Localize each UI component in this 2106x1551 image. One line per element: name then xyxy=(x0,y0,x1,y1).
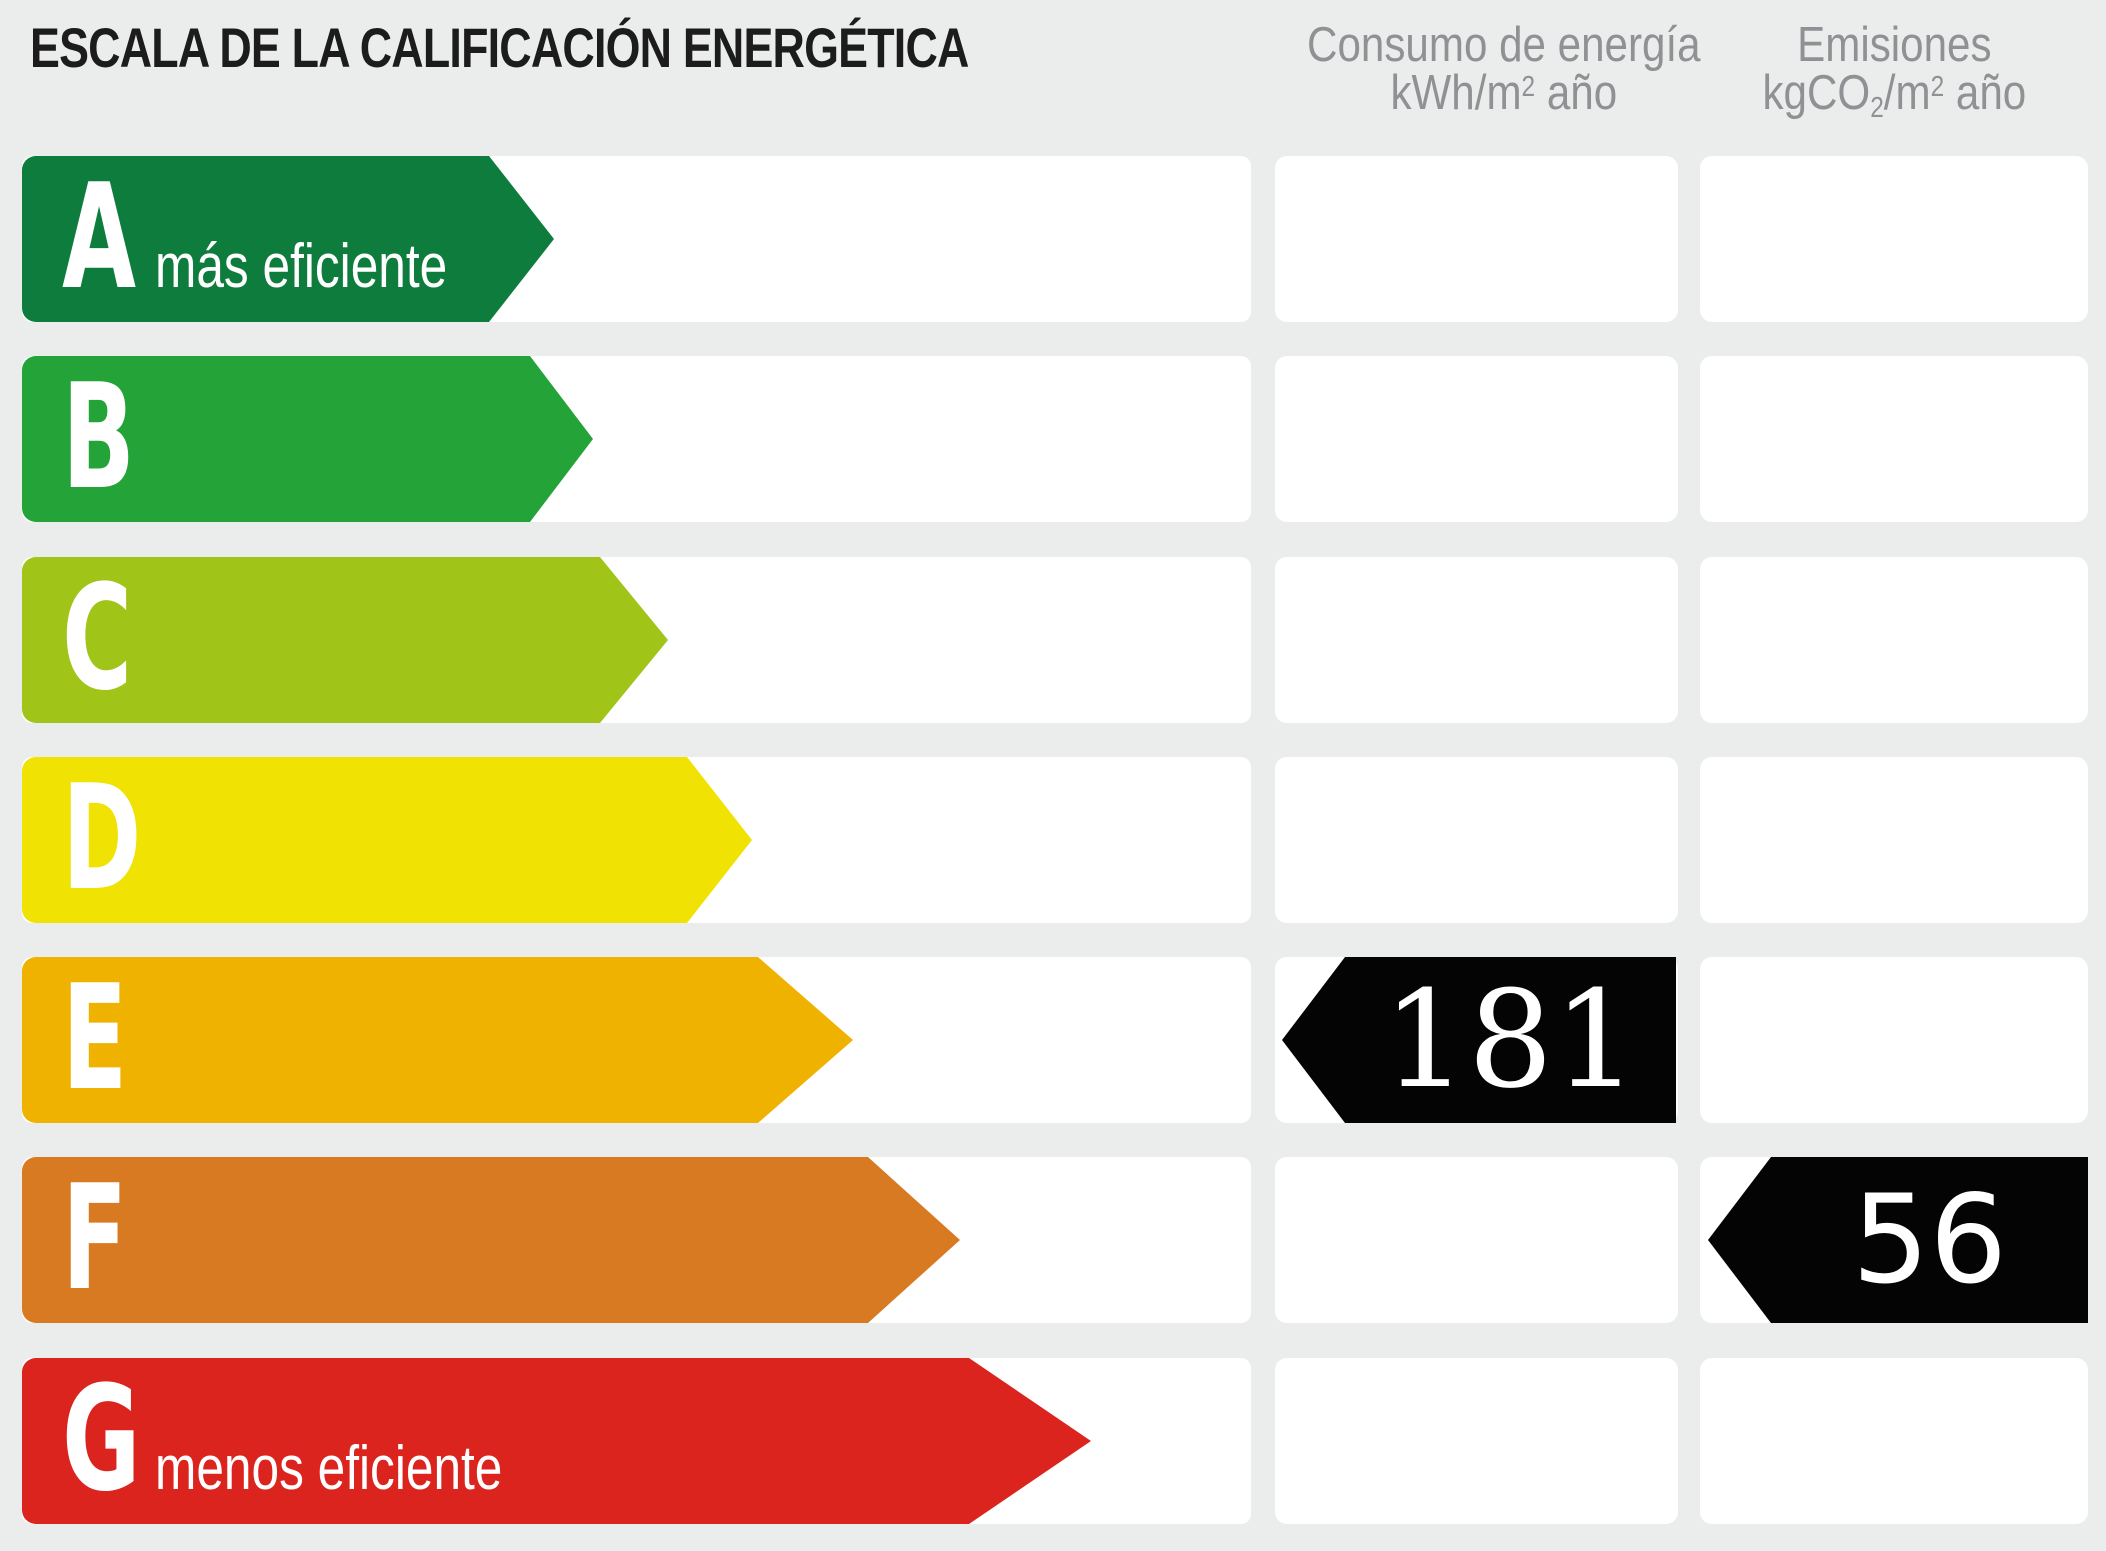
rating-arrow: C xyxy=(22,554,668,723)
rating-row: A más eficiente xyxy=(0,156,2106,322)
rating-arrow: B xyxy=(22,353,593,522)
emissions-value: 56 xyxy=(1851,1169,2008,1311)
grade-letter: A xyxy=(62,153,137,322)
consumption-cell xyxy=(1275,1157,1678,1323)
emissions-column-header: Emisiones kgCO2/m2 año xyxy=(1700,21,2088,124)
emissions-value-arrow: 56 xyxy=(1708,1157,2088,1323)
rating-arrow: E xyxy=(22,954,853,1123)
rating-row: G menos eficiente xyxy=(0,1358,2106,1524)
consumption-cell xyxy=(1275,757,1678,923)
consumption-cell xyxy=(1275,1358,1678,1524)
rating-arrow: D xyxy=(22,754,752,923)
consumption-header-unit: kWh/m2 año xyxy=(1390,66,1618,120)
rating-row: D xyxy=(0,757,2106,923)
grade-letter: F xyxy=(62,1154,128,1323)
consumption-header-title: Consumo de energía xyxy=(1307,18,1701,72)
emissions-cell xyxy=(1700,156,2088,322)
efficiency-label: menos eficiente xyxy=(155,1434,503,1503)
rating-row: B xyxy=(0,356,2106,522)
consumption-cell xyxy=(1275,557,1678,723)
consumption-value-arrow: 181 xyxy=(1282,957,1676,1123)
grade-letter: E xyxy=(62,954,128,1123)
emissions-header-title: Emisiones xyxy=(1796,18,1992,72)
emissions-header-unit: kgCO2/m2 año xyxy=(1762,66,2026,124)
rating-row: C xyxy=(0,557,2106,723)
emissions-cell xyxy=(1700,557,2088,723)
rating-arrow: F xyxy=(22,1154,960,1323)
rating-row: E xyxy=(0,957,2106,1123)
grade-letter: B xyxy=(62,353,135,522)
consumption-cell xyxy=(1275,356,1678,522)
grade-letter: G xyxy=(62,1355,141,1524)
emissions-cell xyxy=(1700,757,2088,923)
consumption-cell xyxy=(1275,156,1678,322)
grade-letter: D xyxy=(62,754,142,923)
emissions-cell xyxy=(1700,1358,2088,1524)
rating-arrow: G menos eficiente xyxy=(22,1355,1091,1524)
emissions-cell xyxy=(1700,957,2088,1123)
efficiency-label: más eficiente xyxy=(155,232,448,301)
emissions-cell xyxy=(1700,356,2088,522)
grade-letter: C xyxy=(62,554,133,723)
consumption-value: 181 xyxy=(1382,962,1639,1118)
rating-arrow: A más eficiente xyxy=(22,153,554,322)
page-title: ESCALA DE LA CALIFICACIÓN ENERGÉTICA xyxy=(30,16,969,79)
consumption-column-header: Consumo de energía kWh/m2 año xyxy=(1275,21,1701,124)
